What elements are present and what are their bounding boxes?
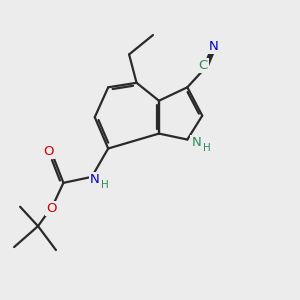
- Text: N: N: [191, 136, 201, 149]
- Text: O: O: [46, 202, 57, 215]
- Text: H: H: [101, 180, 109, 190]
- Text: H: H: [203, 143, 211, 153]
- Text: N: N: [209, 40, 218, 53]
- Text: N: N: [90, 173, 100, 186]
- Text: O: O: [43, 145, 54, 158]
- Text: C: C: [198, 59, 208, 72]
